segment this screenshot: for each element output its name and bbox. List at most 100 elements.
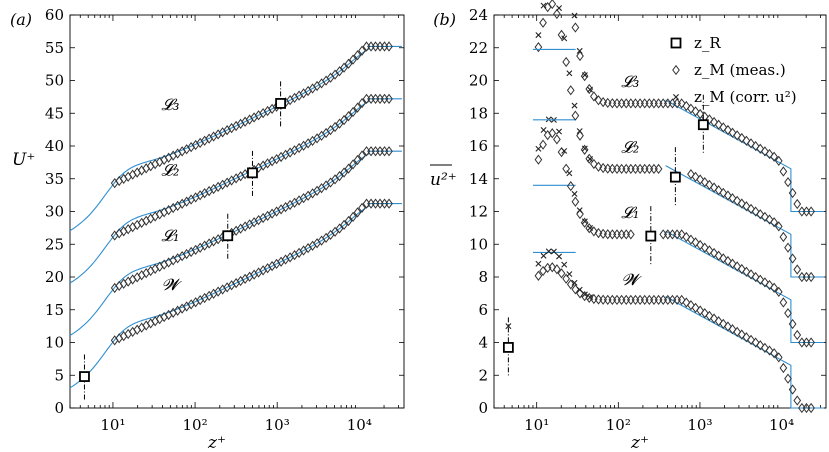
b-data-point	[696, 174, 705, 185]
b-corrected-point	[576, 47, 583, 54]
b-data-point	[705, 179, 714, 190]
b-data-point	[742, 266, 751, 277]
b-data-point	[557, 268, 566, 279]
b-data-point	[548, 128, 557, 139]
b-data-point	[631, 294, 640, 306]
a-data-point	[344, 111, 353, 122]
b-corrected-point	[581, 291, 588, 298]
b-data-point	[603, 294, 612, 305]
b-data-point	[534, 42, 543, 53]
b-data-point	[747, 269, 755, 280]
a-x-tick-label: 10⁴	[347, 416, 372, 434]
b-data-point	[751, 140, 760, 152]
b-data-point	[557, 29, 566, 40]
legend: z_R z_M (meas.) z_M (corr. u²)	[670, 34, 797, 106]
b-data-point	[622, 98, 631, 109]
b-data-point	[571, 22, 580, 33]
b-curve-label: 𝓦	[622, 270, 642, 289]
b-curve-label: 𝓛₃	[621, 72, 639, 91]
b-data-point	[747, 138, 755, 149]
b-data-point	[696, 305, 705, 316]
b-data-point	[553, 134, 561, 145]
b-data-point	[631, 98, 640, 109]
legend-label: z_R	[694, 34, 721, 52]
b-corrected-point	[571, 102, 578, 109]
b-y-tick-label: 18	[469, 104, 488, 122]
b-data-point	[590, 91, 598, 102]
b-corrected-point	[561, 147, 568, 154]
b-data-point	[705, 245, 714, 256]
b-corrected-point	[556, 253, 563, 260]
b-data-point	[770, 151, 778, 162]
b-y-axis-label: u²⁺	[430, 170, 457, 190]
a-data-point	[344, 163, 353, 174]
b-model-curve-3	[665, 99, 824, 213]
b-data-point	[788, 318, 797, 330]
b-data-point	[687, 300, 695, 311]
a-data-point	[335, 118, 344, 129]
b-data-point	[761, 342, 769, 354]
b-data-point	[622, 229, 631, 240]
a-data-point	[344, 58, 353, 69]
b-data-point	[691, 171, 700, 182]
a-y-tick-label: 20	[45, 268, 64, 286]
b-data-point	[728, 258, 737, 269]
b-reference-point	[502, 342, 514, 353]
b-y-tick-label: 16	[469, 137, 488, 155]
b-data-point	[779, 362, 788, 374]
b-data-point	[599, 162, 607, 174]
b-x-tick-label: 10³	[687, 416, 712, 434]
b-data-point	[756, 209, 765, 220]
b-y-tick-label: 0	[478, 399, 488, 417]
a-data-point	[385, 93, 393, 104]
b-data-point	[807, 402, 815, 414]
a-curve-label: 𝓛₃	[161, 95, 179, 114]
b-data-point	[700, 242, 709, 253]
b-data-point	[677, 98, 686, 109]
b-data-point	[608, 229, 617, 240]
b-data-point	[627, 294, 635, 306]
b-reference-point	[697, 119, 709, 131]
a-data-point	[358, 150, 366, 161]
a-panel-label: (a)	[10, 10, 32, 29]
a-y-tick-label: 35	[45, 170, 64, 188]
b-data-point	[576, 130, 584, 141]
b-data-point	[613, 98, 621, 109]
b-data-point	[700, 177, 709, 188]
b-data-point	[548, 262, 557, 273]
b-y-tick-label: 24	[469, 6, 488, 24]
b-data-point	[714, 316, 723, 327]
b-data-point	[617, 229, 626, 240]
b-data-point	[534, 270, 543, 281]
b-data-point	[784, 242, 792, 253]
a-data-point	[340, 167, 348, 178]
b-data-point	[807, 206, 815, 217]
b-data-point	[742, 135, 751, 146]
b-data-point	[807, 271, 815, 283]
b-data-point	[631, 163, 640, 175]
b-corrected-point	[587, 294, 593, 301]
b-data-point	[627, 98, 635, 109]
legend-label: z_M (meas.)	[694, 61, 786, 79]
a-data-point	[340, 114, 348, 126]
b-data-point	[617, 98, 626, 109]
b-data-point	[714, 185, 723, 196]
b-data-point	[793, 329, 802, 341]
b-corrected-point	[576, 286, 583, 293]
b-data-point	[590, 293, 598, 305]
b-data-point	[696, 239, 705, 251]
b-data-point	[654, 294, 663, 306]
a-plot-frame	[69, 14, 405, 409]
a-x-tick-label: 10³	[265, 416, 290, 434]
legend-label: z_M (corr. u²)	[694, 88, 797, 106]
b-data-point	[571, 196, 580, 207]
b-data-point	[608, 294, 617, 306]
b-corrected-point	[550, 248, 557, 255]
a-y-tick-label: 10	[45, 334, 64, 352]
b-corrected-point	[545, 248, 552, 255]
b-data-point	[636, 294, 644, 306]
a-model-curve-0	[69, 203, 402, 389]
a-data-point	[353, 154, 362, 166]
b-y-tick-label: 22	[469, 39, 488, 57]
